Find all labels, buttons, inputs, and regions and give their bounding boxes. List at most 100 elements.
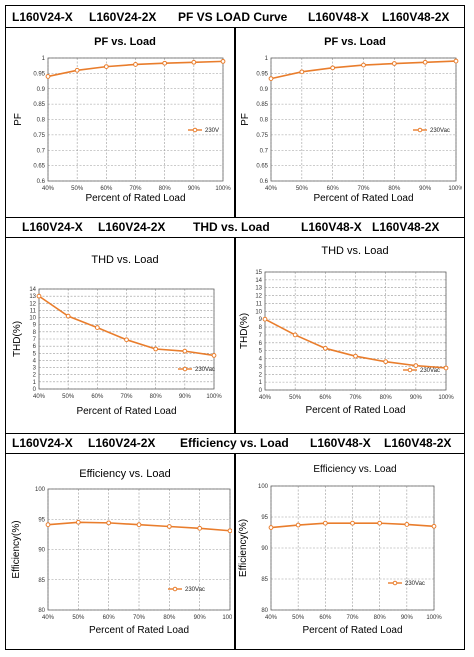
y-tick-label: 1 — [33, 380, 37, 386]
data-point — [36, 293, 42, 299]
x-tick-label: 80% — [163, 615, 176, 621]
y-tick-label: 80 — [38, 608, 45, 614]
y-tick-label: 0.95 — [256, 71, 268, 77]
model-right-2: L160V48-2X — [382, 10, 450, 24]
data-point — [124, 337, 129, 343]
data-point — [197, 525, 203, 531]
x-tick-label: 50% — [289, 395, 302, 401]
model-left-2: L160V24-2X — [88, 436, 156, 450]
y-axis-label: THD(%) — [239, 313, 250, 349]
x-tick-label: 90% — [401, 615, 414, 621]
y-tick-label: 8 — [259, 325, 263, 331]
x-tick-label: 50% — [62, 394, 75, 400]
y-tick-label: 95 — [38, 517, 45, 523]
x-tick-label: 80% — [374, 615, 387, 621]
data-point — [262, 316, 268, 322]
x-axis-label: Percent of Rated Load — [85, 193, 185, 204]
data-point — [166, 524, 172, 529]
x-tick-label: 60% — [91, 394, 104, 400]
y-tick-label: 10 — [29, 316, 36, 322]
data-point — [350, 520, 355, 526]
y-tick-label: 0.85 — [33, 102, 45, 108]
x-axis-label: Percent of Rated Load — [89, 625, 189, 636]
plot-area — [270, 57, 457, 182]
y-axis-label: Efficiency(%) — [11, 520, 22, 578]
x-tick-label: 80% — [380, 395, 393, 401]
plot-area — [38, 288, 215, 390]
y-tick-label: 0.95 — [33, 71, 45, 77]
y-tick-label: 0.7 — [37, 148, 46, 154]
y-tick-label: 9 — [33, 323, 37, 329]
data-point — [353, 353, 358, 359]
efficiency-chart-left-panel: Efficiency vs. Load 80 85 90 95 100 40% 50% 60% 7… — [8, 455, 232, 647]
data-point — [162, 60, 168, 66]
pf-chart-left: PF vs. Load 0.6 0.65 0.7 0.75 0.8 0.85 0.9 0.95 1… — [13, 36, 231, 204]
pf-chart-right-panel: PF vs. Load 0.6 0.65 0.7 0.75 0.8 0.85 0.9 0.95 1… — [238, 29, 462, 215]
divider — [6, 433, 464, 434]
y-tick-label: 100 — [35, 487, 46, 493]
x-tick-label: 40% — [265, 186, 278, 192]
y-tick-label: 0.65 — [256, 164, 268, 170]
data-point — [75, 519, 81, 525]
y-tick-label: 0.65 — [33, 164, 45, 170]
y-tick-label: 95 — [261, 515, 268, 521]
y-axis-label: PF — [13, 113, 24, 126]
chart-title: PF vs. Load — [94, 36, 156, 48]
y-tick-label: 0.8 — [260, 118, 269, 124]
y-tick-label: 11 — [30, 308, 37, 314]
x-tick-label: 90% — [194, 615, 207, 621]
x-tick-label: 70% — [346, 615, 359, 621]
legend-label: 230Vac — [405, 581, 425, 587]
y-tick-label: 14 — [255, 278, 262, 284]
data-point — [413, 363, 419, 369]
data-point — [292, 332, 298, 338]
data-point — [191, 59, 197, 65]
legend-marker — [407, 367, 413, 373]
model-right-2: L160V48-2X — [384, 436, 452, 450]
data-point — [136, 522, 142, 528]
x-axis-label: Percent of Rated Load — [305, 405, 405, 416]
x-tick-label: 60% — [327, 186, 340, 192]
x-axis-label: Percent of Rated Load — [313, 193, 413, 204]
y-tick-label: 0.6 — [37, 179, 46, 185]
data-point — [377, 520, 383, 526]
x-axis-label: Percent of Rated Load — [76, 406, 176, 417]
plot-area — [270, 485, 435, 611]
x-tick-label: 90% — [179, 394, 192, 400]
x-axis-label: Percent of Rated Load — [302, 625, 402, 636]
data-point — [295, 522, 301, 528]
x-tick-label: 100% — [206, 394, 222, 400]
legend-marker — [192, 127, 198, 133]
y-tick-label: 7 — [33, 337, 37, 343]
chart-title: THD vs. Load — [91, 254, 158, 266]
data-point — [453, 58, 459, 64]
y-tick-label: 0.9 — [37, 87, 46, 93]
x-tick-label: 70% — [133, 615, 146, 621]
data-point — [383, 359, 389, 365]
x-tick-label: 100% — [426, 615, 442, 621]
data-point — [45, 522, 51, 528]
legend-label: 230Vac — [185, 587, 205, 593]
plot-area — [264, 271, 447, 391]
y-tick-label: 0 — [259, 388, 263, 394]
x-tick-label: 40% — [42, 615, 55, 621]
data-point — [268, 76, 274, 82]
efficiency-chart-right: Efficiency vs. Load 80 85 90 95 100 40% 50% 60% 7… — [238, 464, 442, 636]
y-tick-label: 0 — [33, 387, 37, 393]
y-tick-label: 8 — [33, 330, 37, 336]
x-tick-label: 50% — [292, 615, 305, 621]
y-tick-label: 0.6 — [260, 179, 269, 185]
efficiency-chart-left: Efficiency vs. Load 80 85 90 95 100 40% 50% 60% 7… — [11, 468, 232, 636]
data-point — [227, 528, 232, 534]
model-left-1: L160V24-X — [12, 10, 73, 24]
x-tick-label: 100% — [438, 395, 454, 401]
legend-label: 230Vac — [430, 128, 450, 134]
x-tick-label: 80% — [150, 394, 163, 400]
y-tick-label: 3 — [259, 364, 263, 370]
y-tick-label: 15 — [255, 270, 262, 276]
y-tick-label: 4 — [259, 357, 263, 363]
data-point — [431, 523, 437, 529]
y-tick-label: 6 — [33, 344, 37, 350]
data-point — [103, 64, 109, 70]
data-point — [133, 62, 138, 67]
